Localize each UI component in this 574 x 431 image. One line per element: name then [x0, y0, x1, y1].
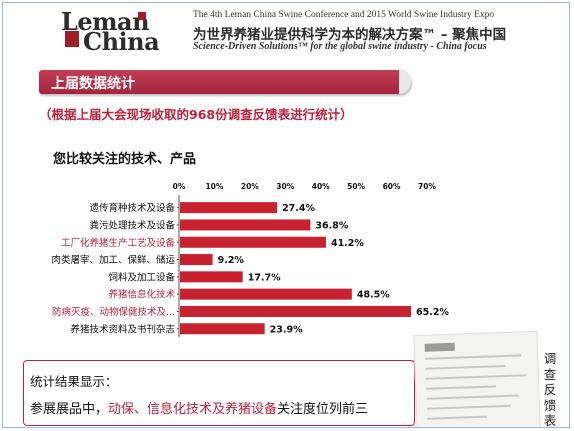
logo-seal-icon — [65, 31, 79, 47]
category-label: 粪污处理技术及设备 — [89, 219, 175, 231]
data-label: 23.9% — [270, 324, 303, 335]
bar — [180, 236, 326, 248]
survey-subtitle: （根据上届大会现场收取的968份调查反馈表进行统计） — [39, 107, 353, 122]
bar — [180, 202, 278, 214]
data-label: 9.2% — [218, 255, 245, 266]
form-line — [427, 415, 488, 420]
form-line — [425, 354, 522, 360]
category-label: 遗传育种技术及设备 — [89, 202, 175, 214]
section-title-bar: 上届数据统计 — [39, 70, 411, 94]
data-label: 48.5% — [357, 290, 390, 301]
result-prefix: 参展展品中， — [30, 402, 109, 417]
form-line — [425, 374, 526, 380]
form-line — [426, 394, 519, 400]
section-title: 上届数据统计 — [51, 76, 135, 92]
category-label: 防病灭疫、动物保健技术及... — [52, 306, 175, 318]
slogan-english: Science-Driven Solutions™ for the global… — [193, 41, 487, 52]
form-line — [426, 404, 511, 410]
category-label: 饲料及加工设备 — [108, 271, 175, 283]
data-label: 65.2% — [416, 307, 449, 318]
bar — [180, 254, 213, 266]
result-box: 统计结果显示： 参展展品中，动保、信息化技术及养猪设备关注度位列前三 — [23, 360, 415, 426]
bar — [180, 271, 243, 283]
data-label: 41.2% — [331, 238, 364, 249]
side-label: 调查反馈表 — [543, 351, 557, 428]
data-label: 36.8% — [315, 220, 348, 231]
survey-form-photo — [413, 330, 541, 427]
form-line — [425, 364, 506, 370]
slogan-chinese: 为世界养猪业提供科学为本的解决方案™ – 聚焦中国 — [193, 27, 507, 43]
x-tick-label: 50% — [347, 182, 365, 191]
category-label: 养猪技术资料及书刊杂志 — [70, 323, 175, 335]
x-tick-label: 40% — [312, 182, 330, 191]
logo-china: China — [83, 27, 160, 56]
category-label: 养猪信息化技术 — [108, 289, 175, 301]
bar — [180, 219, 311, 231]
result-highlight: 动保、信息化技术及养猪设备 — [108, 402, 278, 417]
x-tick-label: 70% — [418, 182, 436, 191]
result-line: 参展展品中，动保、信息化技术及养猪设备关注度位列前三 — [30, 398, 368, 417]
data-label: 17.7% — [248, 272, 281, 283]
result-title: 统计结果显示： — [30, 374, 118, 389]
x-tick-label: 30% — [276, 182, 294, 191]
expo-title: The 4th Leman China Swine Conference and… — [193, 10, 495, 20]
x-tick-label: 20% — [241, 182, 259, 191]
x-tick-label: 10% — [205, 182, 223, 191]
bar — [180, 323, 265, 335]
bar — [180, 288, 352, 300]
x-tick-label: 60% — [383, 182, 401, 191]
x-tick-label: 0% — [173, 182, 186, 191]
category-label: 工厂化养猪生产工艺及设备 — [61, 237, 176, 249]
logo-mark-icon — [138, 12, 146, 20]
slide: Leman China The 4th Leman China Swine Co… — [2, 2, 570, 428]
bar-chart: 0% 10% 20% 30% 40% 50% 60% 70% 遗传育种技术及设备 27.4% 粪污处… — [51, 182, 449, 338]
form-line — [426, 385, 497, 390]
data-label: 27.4% — [282, 203, 315, 214]
result-suffix: 关注度位列前三 — [277, 402, 369, 417]
chart-question: 您比较关注的技术、产品 — [53, 152, 197, 167]
bar — [180, 305, 411, 317]
title-bar-cap — [399, 70, 411, 94]
category-label: 肉类屠宰、加工、保鲜、储运 — [51, 254, 175, 266]
form-header-mark — [424, 342, 455, 352]
